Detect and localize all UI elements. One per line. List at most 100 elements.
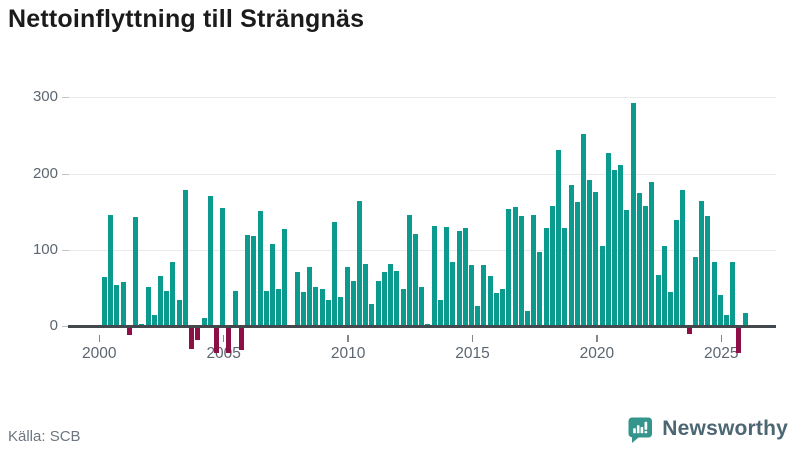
- bar: [549, 206, 555, 326]
- bar: [419, 287, 425, 326]
- bar: [406, 214, 412, 326]
- bar: [612, 169, 618, 326]
- bar: [394, 271, 400, 326]
- bar: [724, 314, 729, 326]
- bar: [182, 190, 188, 326]
- bar: [357, 201, 363, 326]
- x-axis-tick-label: 2010: [330, 345, 366, 362]
- zero-axis-line: [68, 325, 776, 328]
- source-label: Källa: SCB: [8, 428, 81, 445]
- bar: [238, 327, 244, 351]
- bar: [487, 276, 493, 326]
- bar: [437, 300, 443, 326]
- x-axis-tick-mark: [596, 335, 598, 342]
- bar: [674, 220, 680, 326]
- bar: [133, 217, 139, 326]
- chart-title: Nettoinflyttning till Strängnäs: [8, 5, 365, 33]
- bar: [157, 275, 163, 326]
- x-axis-tick-label: 2005: [206, 345, 241, 362]
- bar: [375, 281, 381, 326]
- bar: [605, 153, 611, 326]
- bar: [618, 165, 624, 326]
- bar: [599, 245, 605, 326]
- bar: [108, 214, 114, 326]
- bar: [350, 281, 356, 326]
- bar: [518, 215, 524, 326]
- bar: [593, 191, 599, 326]
- bar: [580, 133, 586, 326]
- gridline: [68, 173, 776, 175]
- bar: [232, 290, 238, 326]
- bar: [176, 300, 182, 326]
- bar: [742, 313, 748, 326]
- bar: [655, 274, 661, 326]
- bar: [450, 261, 456, 326]
- x-axis-tick-mark: [347, 335, 349, 342]
- x-axis-tick-label: 2020: [579, 345, 615, 362]
- x-axis-tick-label: 2015: [455, 345, 490, 362]
- bar-chart-bubble-icon: [627, 416, 653, 443]
- bar: [263, 290, 269, 326]
- bar: [537, 252, 543, 326]
- bar: [120, 281, 126, 326]
- bar: [388, 264, 394, 326]
- bar: [711, 261, 717, 326]
- bar: [705, 216, 711, 326]
- bar: [195, 327, 201, 341]
- bar: [257, 210, 263, 326]
- bar: [294, 271, 300, 326]
- bar: [114, 284, 120, 326]
- bar: [170, 261, 176, 326]
- y-axis-tick-label: 200: [32, 164, 58, 182]
- bar: [332, 222, 338, 326]
- bar: [574, 201, 580, 326]
- bar: [425, 323, 431, 326]
- x-axis-tick-mark: [471, 335, 474, 342]
- bar: [506, 208, 512, 326]
- bar: [680, 189, 686, 326]
- bar: [468, 265, 474, 326]
- bar: [139, 323, 145, 326]
- bar: [313, 287, 319, 326]
- y-axis-tick-label: 0: [49, 317, 58, 334]
- bar: [730, 261, 736, 326]
- bar: [363, 263, 369, 326]
- bar: [245, 234, 251, 326]
- x-axis-tick-label: 2025: [704, 345, 739, 362]
- bar: [512, 207, 518, 326]
- bar: [400, 288, 406, 326]
- bar: [481, 265, 487, 326]
- bar: [189, 327, 195, 349]
- bar: [102, 277, 107, 326]
- y-axis-tick-mark: [62, 173, 69, 175]
- bar: [649, 181, 655, 326]
- y-axis-tick-mark: [62, 326, 69, 327]
- bar: [251, 236, 257, 326]
- bar: [624, 210, 630, 326]
- bar: [381, 271, 387, 326]
- bar: [462, 228, 468, 326]
- bar: [636, 192, 642, 326]
- bar: [493, 293, 499, 326]
- bar: [699, 201, 705, 326]
- bar: [444, 226, 450, 326]
- newsworthy-logo: Newsworthy: [627, 414, 788, 444]
- bar: [686, 327, 692, 334]
- bar: [369, 303, 375, 326]
- bar: [475, 306, 481, 326]
- x-axis-tick-mark: [720, 335, 723, 342]
- bar: [319, 289, 325, 326]
- bar: [431, 226, 437, 326]
- bar: [201, 317, 207, 326]
- bar: [556, 149, 562, 326]
- bar: [562, 228, 568, 326]
- bar: [643, 205, 649, 326]
- bar: [413, 233, 418, 326]
- newsworthy-wordmark: Newsworthy: [662, 417, 788, 440]
- x-axis-tick-mark: [98, 335, 101, 342]
- x-axis-tick-label: 2000: [82, 345, 117, 362]
- bar: [500, 289, 506, 326]
- bar: [276, 288, 282, 326]
- y-axis-tick-label: 100: [32, 240, 58, 258]
